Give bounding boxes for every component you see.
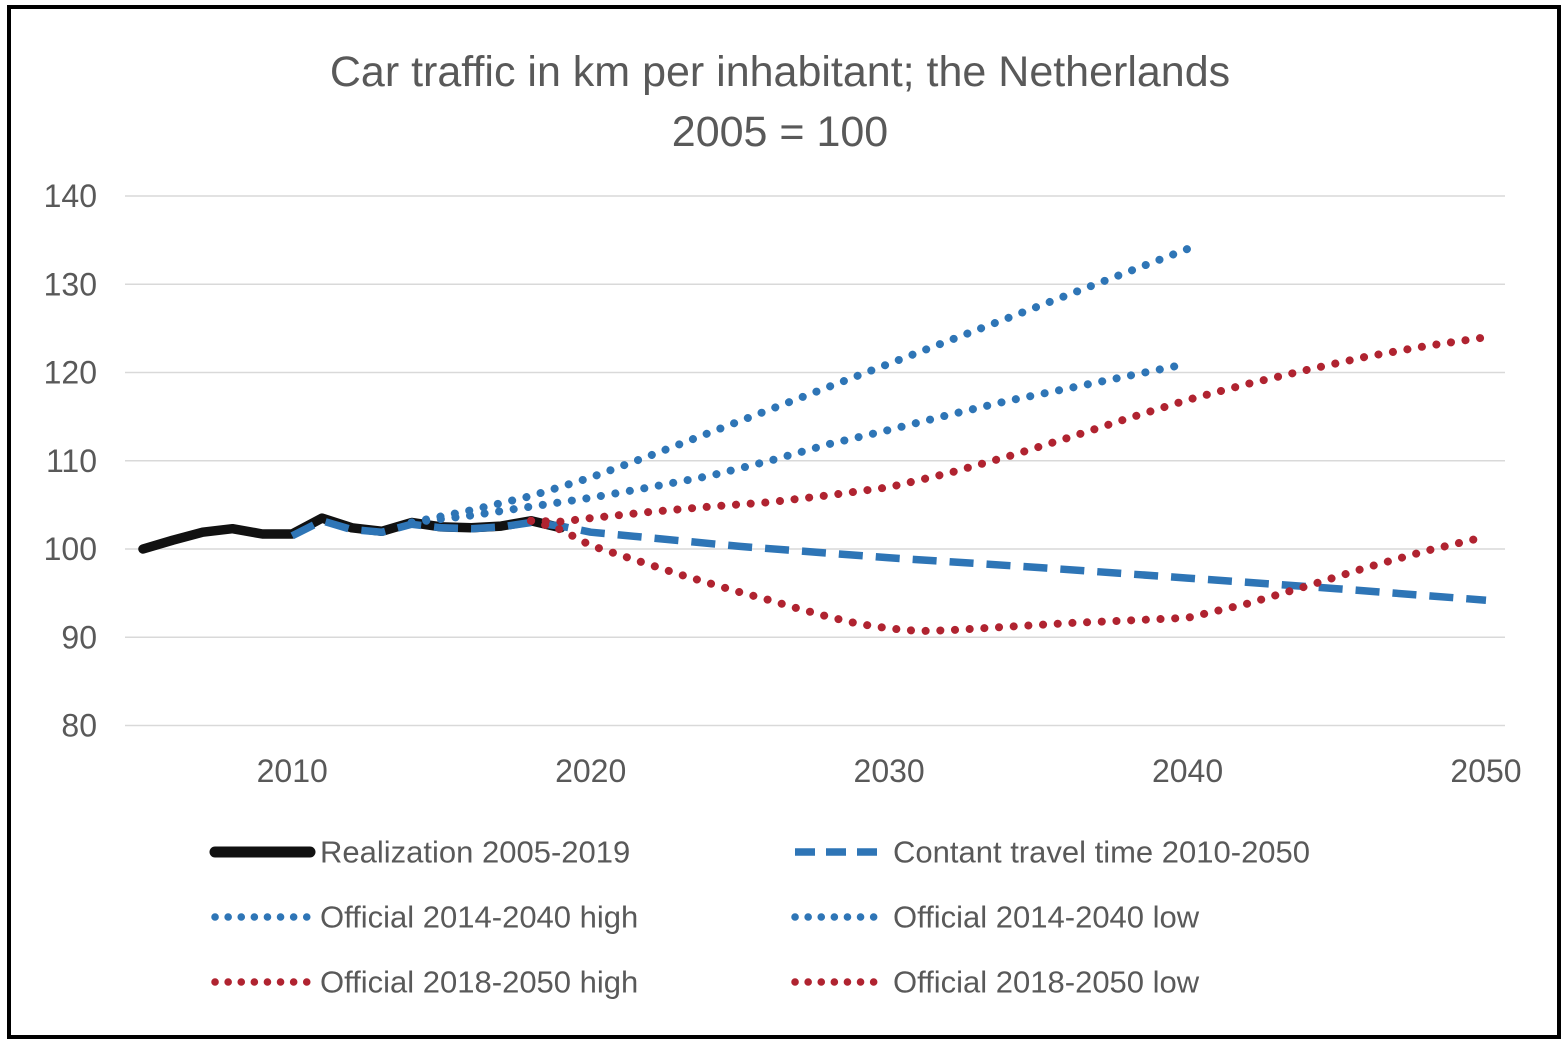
- series-line-official-2014-2040-high: [407, 244, 1192, 527]
- x-tick-label: 2020: [555, 753, 626, 789]
- legend-label: Official 2018-2050 high: [320, 965, 638, 1000]
- y-tick-label: 140: [44, 178, 97, 214]
- legend-label: Contant travel time 2010-2050: [893, 835, 1310, 870]
- x-tick-label: 2050: [1450, 753, 1521, 789]
- legend: Realization 2005-2019 Contant travel time…: [209, 835, 1310, 1000]
- legend-item: Official 2018-2050 low: [791, 965, 1200, 1000]
- legend-item: Realization 2005-2019: [209, 835, 630, 870]
- series-line-official-2018-2050-high: [527, 333, 1490, 526]
- legend-item: Official 2014-2040 low: [791, 900, 1200, 935]
- legend-label: Official 2018-2050 low: [893, 965, 1200, 1000]
- y-axis-labels: 140 130 120 110 100 90 80: [44, 178, 97, 744]
- y-tick-label: 80: [61, 708, 97, 744]
- legend-label: Official 2014-2040 low: [893, 900, 1200, 935]
- chart-subtitle: 2005 = 100: [672, 108, 888, 156]
- y-tick-label: 90: [61, 619, 97, 655]
- y-tick-label: 110: [46, 443, 97, 479]
- legend-label: Official 2014-2040 high: [320, 900, 638, 935]
- legend-label: Realization 2005-2019: [320, 835, 630, 870]
- legend-item: Official 2018-2050 high: [211, 965, 638, 1000]
- y-tick-label: 120: [44, 355, 97, 391]
- y-tick-label: 130: [44, 266, 97, 302]
- x-tick-label: 2030: [854, 753, 925, 789]
- legend-item: Contant travel time 2010-2050: [795, 835, 1310, 870]
- x-tick-label: 2040: [1152, 753, 1223, 789]
- chart-frame: [7, 5, 1561, 1039]
- chart-title: Car traffic in km per inhabitant; the Ne…: [330, 48, 1230, 96]
- legend-item: Official 2014-2040 high: [211, 900, 638, 935]
- y-tick-label: 100: [44, 531, 97, 567]
- x-axis-labels: 2010 2020 2030 2040 2050: [257, 753, 1522, 789]
- x-tick-label: 2010: [257, 753, 328, 789]
- series-line-official-2014-2040-low: [407, 359, 1192, 527]
- data-series: [138, 244, 1490, 636]
